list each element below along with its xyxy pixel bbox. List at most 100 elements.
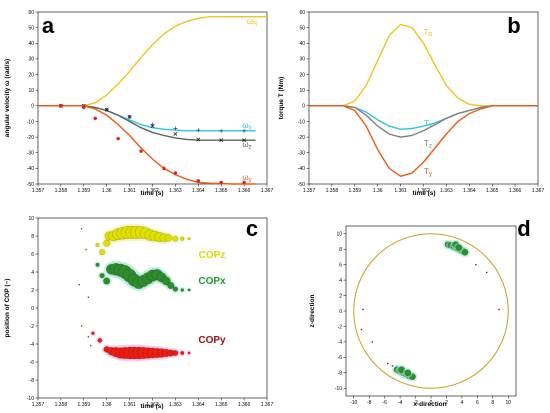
y-tick-label: -10 xyxy=(335,386,342,392)
data-point xyxy=(196,128,201,133)
y-tick-label: 4 xyxy=(31,270,34,276)
plot-frame xyxy=(308,11,539,185)
data-point xyxy=(173,126,178,131)
panel-b: 1.357 1.358 1.359 1.36 1.361 1.362 1.363 1.364 1… xyxy=(278,10,544,197)
data-point xyxy=(82,105,86,110)
y-tick-label: 0 xyxy=(302,104,305,110)
series-tz-label: Tz xyxy=(424,139,432,150)
data-point xyxy=(162,166,166,171)
bubble-point xyxy=(161,276,171,286)
scatter-dot xyxy=(87,296,90,299)
y-tick-label: 10 xyxy=(299,88,305,94)
plot-frame xyxy=(37,217,268,399)
plot-frame xyxy=(345,225,517,397)
x-tick-label: 1.367 xyxy=(261,402,274,408)
series-r-label: ωR xyxy=(247,17,258,28)
y-tick-label: 10 xyxy=(28,88,34,94)
x-tick-label: 1.358 xyxy=(55,402,68,408)
series-copx-label: COPx xyxy=(198,276,226,287)
bubble-point xyxy=(103,277,111,285)
bubble-point xyxy=(172,286,179,292)
data-point xyxy=(242,180,246,185)
x-tick-label: -8 xyxy=(367,400,372,406)
bubble-point xyxy=(180,351,185,356)
panel-a: 1.357 1.358 1.359 1.36 1.361 1.362 1.363 1.364 1… xyxy=(4,10,273,197)
y-tick-label: 6 xyxy=(339,262,342,268)
x-tick-label: 1.358 xyxy=(326,188,339,194)
series-line-z xyxy=(38,105,256,141)
data-point xyxy=(127,114,132,119)
series-copz-label: COPz xyxy=(199,250,226,261)
scatter-dot xyxy=(371,341,374,343)
x-tick-label: 1.36 xyxy=(102,188,112,194)
y-tick-label: -40 xyxy=(27,166,34,172)
bubble-point xyxy=(164,233,173,242)
x-tick-label: 1.357 xyxy=(32,402,45,408)
scatter-dot xyxy=(386,362,389,365)
bubble-point xyxy=(91,331,95,335)
x-tick-label: 1.362 xyxy=(417,188,430,194)
data-point xyxy=(173,171,178,175)
y-tick-label: 60 xyxy=(28,10,34,16)
bubble-point xyxy=(95,242,100,247)
y-tick-label: -2 xyxy=(338,324,343,330)
x-tick-label: 1.366 xyxy=(238,402,251,408)
x-tick-label: -4 xyxy=(398,400,403,406)
data-point xyxy=(139,149,143,153)
x-tick-label: 4 xyxy=(461,400,464,406)
y-tick-label: 4 xyxy=(339,278,342,284)
data-point xyxy=(242,128,247,133)
x-tick-label: 1.364 xyxy=(463,188,476,194)
data-point xyxy=(196,137,201,142)
y-tick-label: -20 xyxy=(298,135,305,141)
y-tick-label: 20 xyxy=(28,72,34,78)
y-tick-label: -10 xyxy=(298,119,305,125)
scatter-dot xyxy=(87,336,90,338)
y-tick-label: -50 xyxy=(27,182,34,188)
series-z-label: ωz xyxy=(242,140,251,151)
cluster-point-lower-cluster xyxy=(404,369,412,377)
x-tick-label: 0 xyxy=(430,400,433,406)
data-point xyxy=(104,107,109,112)
x-tick-label: 10 xyxy=(505,400,511,406)
panel-d: -10 -8 -6 -4 -2 0 2 4 6 8 10 -10 -8 -6 -4 -2 0 2 4 6 8 10 x-di… xyxy=(309,216,531,408)
x-axis-label: time (s) xyxy=(412,190,435,197)
x-tick-label: 6 xyxy=(476,400,479,406)
series-line-x xyxy=(38,105,256,132)
x-axis-label: time (s) xyxy=(140,190,163,197)
y-axis-label: position of COP (−) xyxy=(4,279,11,338)
y-tick-label: 20 xyxy=(299,72,305,78)
y-tick-label: -8 xyxy=(338,371,343,377)
panel-c: 1.357 1.358 1.359 1.36 1.361 1.362 1.363 1.364 1… xyxy=(4,216,273,410)
y-tick-label: 6 xyxy=(31,252,34,258)
x-tick-label: 1.36 xyxy=(373,188,383,194)
x-tick-label: 1.359 xyxy=(78,402,91,408)
x-tick-label: 1.367 xyxy=(532,188,545,194)
data-point xyxy=(219,128,224,133)
x-tick-label: 1.359 xyxy=(349,188,362,194)
x-tick-label: 1.357 xyxy=(32,188,45,194)
scatter-dot xyxy=(475,263,477,266)
x-tick-label: 1.365 xyxy=(215,402,228,408)
y-axis-label: angular velocity ω (rad/s) xyxy=(4,59,11,137)
y-tick-label: 0 xyxy=(339,309,342,315)
series-copy-label: COPy xyxy=(198,335,226,346)
x-tick-label: 1.361 xyxy=(123,188,136,194)
series-tr-label: TR xyxy=(423,28,433,39)
x-axis-label: time (s) xyxy=(140,403,163,410)
series-line-tr xyxy=(309,23,538,107)
panel-letter: a xyxy=(42,13,55,38)
data-point xyxy=(173,132,178,136)
bubble-point xyxy=(187,288,191,292)
x-tick-label: -6 xyxy=(382,400,387,406)
x-tick-label: 1.366 xyxy=(509,188,522,194)
y-tick-label: 50 xyxy=(28,25,34,31)
x-axis-label: x-direction xyxy=(413,401,446,408)
series-line-tz xyxy=(309,105,538,138)
panel-letter: c xyxy=(246,216,258,241)
x-tick-label: 1.362 xyxy=(146,188,159,194)
y-tick-label: 2 xyxy=(31,288,34,294)
y-axis-label: z-direction xyxy=(309,295,316,328)
y-tick-label: 30 xyxy=(299,57,305,63)
x-tick-label: 1.363 xyxy=(169,402,182,408)
